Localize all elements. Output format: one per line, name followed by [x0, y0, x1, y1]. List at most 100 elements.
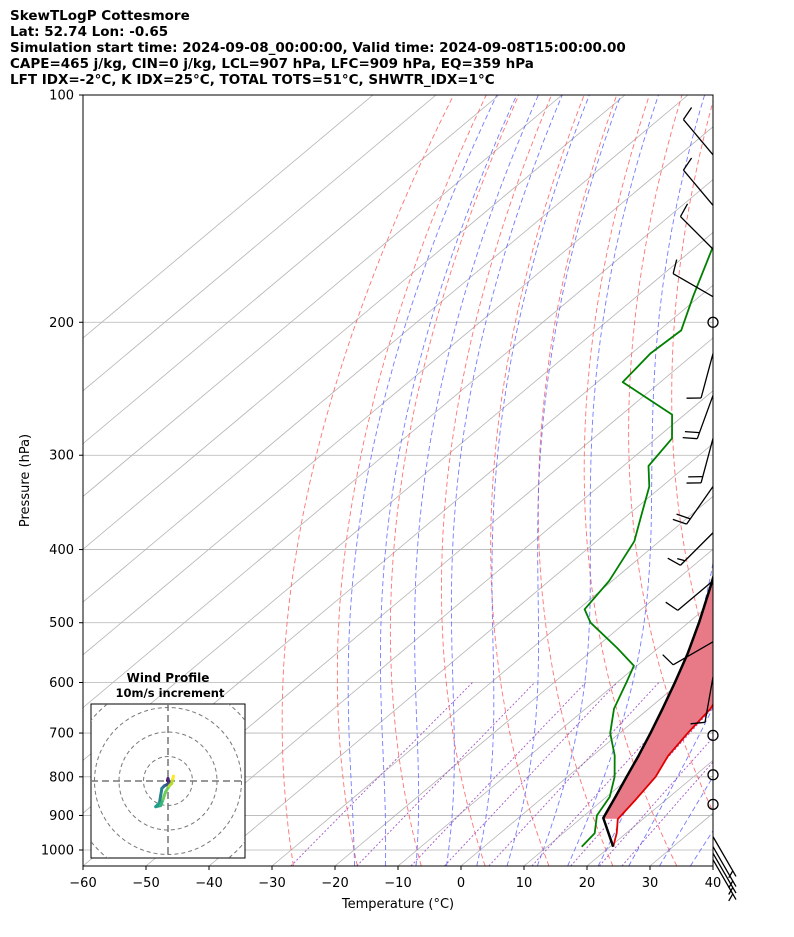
y-tick-label: 100 — [49, 89, 74, 104]
wind-barb-feather — [662, 654, 674, 666]
moist-adiabat-20 — [597, 560, 713, 866]
wind-barb-half-feather — [728, 893, 734, 902]
wind-barb-shaft — [682, 169, 714, 206]
wind-barb — [679, 203, 714, 250]
moist-adiabat-45 — [753, 95, 794, 866]
title-times: Simulation start time: 2024-09-08_00:00:… — [10, 40, 626, 56]
wind-barb-shaft — [672, 641, 714, 666]
wind-barb-feather — [676, 513, 691, 520]
x-tick-label: −20 — [321, 876, 348, 891]
x-tick-label: −30 — [258, 876, 285, 891]
moist-adiabat-35 — [690, 829, 713, 866]
isotherm--50 — [145, 390, 713, 866]
wind-barb-calm — [707, 316, 719, 328]
mixing-ratio-3 — [444, 682, 618, 866]
x-axis-label: Temperature (°C) — [341, 897, 454, 912]
isotherm--140 — [83, 95, 500, 445]
moist-adiabat--20 — [347, 95, 498, 866]
isotherm--160 — [83, 95, 374, 339]
chart-title-block: SkewTLogP Cottesmore Lat: 52.74 Lon: -0.… — [10, 8, 626, 88]
sounding-profiles — [581, 246, 713, 848]
wind-barbs — [662, 107, 737, 902]
wind-barb — [712, 859, 737, 902]
wind-barb-shaft — [672, 273, 714, 298]
wind-barb — [667, 532, 714, 566]
wind-barb-feather — [690, 721, 706, 725]
wind-barb-feather — [684, 430, 700, 434]
hodograph-subtitle: 10m/s increment — [116, 686, 225, 700]
dry-adiabat--20 — [336, 95, 487, 866]
wind-barb-half-feather — [728, 870, 734, 879]
x-tick-label: 30 — [642, 876, 659, 891]
moist-adiabat-15 — [567, 95, 706, 866]
dry-adiabat--10 — [389, 95, 520, 866]
wind-barb-shaft — [680, 216, 714, 250]
wind-barb-shaft — [696, 395, 714, 439]
wind-barb — [672, 486, 714, 525]
wind-barb-shaft — [704, 676, 714, 723]
temperature-line — [612, 703, 713, 847]
wind-barb — [712, 836, 737, 879]
wind-barb — [682, 395, 714, 440]
x-tick-label: −10 — [384, 876, 411, 891]
isotherm--40 — [208, 443, 713, 866]
dewpoint-line — [581, 246, 713, 848]
isotherm-40 — [712, 865, 713, 866]
y-tick-label: 700 — [49, 727, 74, 742]
mixing-ratio-5 — [488, 682, 660, 866]
hodograph-title: Wind Profile — [127, 671, 210, 685]
x-tick-label: −40 — [195, 876, 222, 891]
title-station: SkewTLogP Cottesmore — [10, 8, 190, 24]
x-tick-label: 40 — [705, 876, 722, 891]
wind-barb-shaft — [712, 846, 737, 887]
dry-adiabat-0 — [441, 95, 552, 866]
mixing-ratio-16 — [598, 736, 713, 866]
isotherm--100 — [83, 126, 713, 656]
mixing-ratio-2 — [410, 682, 587, 866]
moist-adiabat-10 — [536, 95, 659, 866]
wind-barb-feather — [672, 259, 678, 274]
dry-adiabat-20 — [537, 95, 618, 866]
wind-barb-shaft — [677, 580, 714, 611]
parcel-path-line — [602, 573, 713, 848]
y-tick-label: 1000 — [41, 844, 74, 859]
wind-barb-shaft — [700, 438, 714, 484]
mixing-ratio-1 — [356, 682, 536, 866]
isotherm-20 — [586, 759, 713, 866]
wind-barb-shaft — [712, 859, 737, 900]
isotherm--10 — [397, 601, 713, 866]
isotherm--120 — [83, 95, 626, 550]
y-tick-label: 900 — [49, 809, 74, 824]
title-stability-indices: LFT IDX=-2°C, K IDX=25°C, TOTAL TOTS=51°… — [10, 72, 495, 88]
isotherm--110 — [83, 95, 689, 603]
wind-barb — [662, 641, 714, 666]
wind-barb-shaft — [680, 532, 714, 566]
wind-barb-calm — [707, 729, 719, 742]
dry-adiabat-50 — [671, 99, 713, 668]
wind-barb — [682, 157, 714, 206]
isotherm--130 — [83, 95, 563, 497]
area-fills — [603, 577, 713, 819]
mixing-ratio-20 — [621, 761, 713, 866]
moist-adiabat--15 — [380, 95, 518, 866]
wind-barb-calm — [707, 798, 719, 810]
isotherm--90 — [83, 179, 713, 709]
title-coordinates: Lat: 52.74 Lon: -0.65 — [10, 24, 169, 40]
wind-barb-half-feather — [677, 557, 686, 562]
cape-area — [603, 577, 713, 819]
dry-adiabat-10 — [490, 95, 585, 866]
wind-barb — [665, 580, 714, 611]
y-tick-label: 400 — [49, 543, 74, 558]
dry-adiabat-60 — [712, 350, 713, 361]
wind-barb-shaft — [682, 119, 714, 156]
isotherm--30 — [271, 495, 713, 866]
y-tick-label: 200 — [49, 316, 74, 331]
isotherm-0 — [460, 654, 713, 866]
dry-adiabat--30 — [281, 95, 455, 866]
wind-barb-shaft — [700, 353, 714, 399]
y-tick-label: 300 — [49, 449, 74, 464]
wind-barb-shaft — [712, 836, 737, 877]
x-tick-label: −50 — [132, 876, 159, 891]
hodograph-plot — [91, 704, 245, 858]
isotherm--20 — [334, 548, 713, 866]
